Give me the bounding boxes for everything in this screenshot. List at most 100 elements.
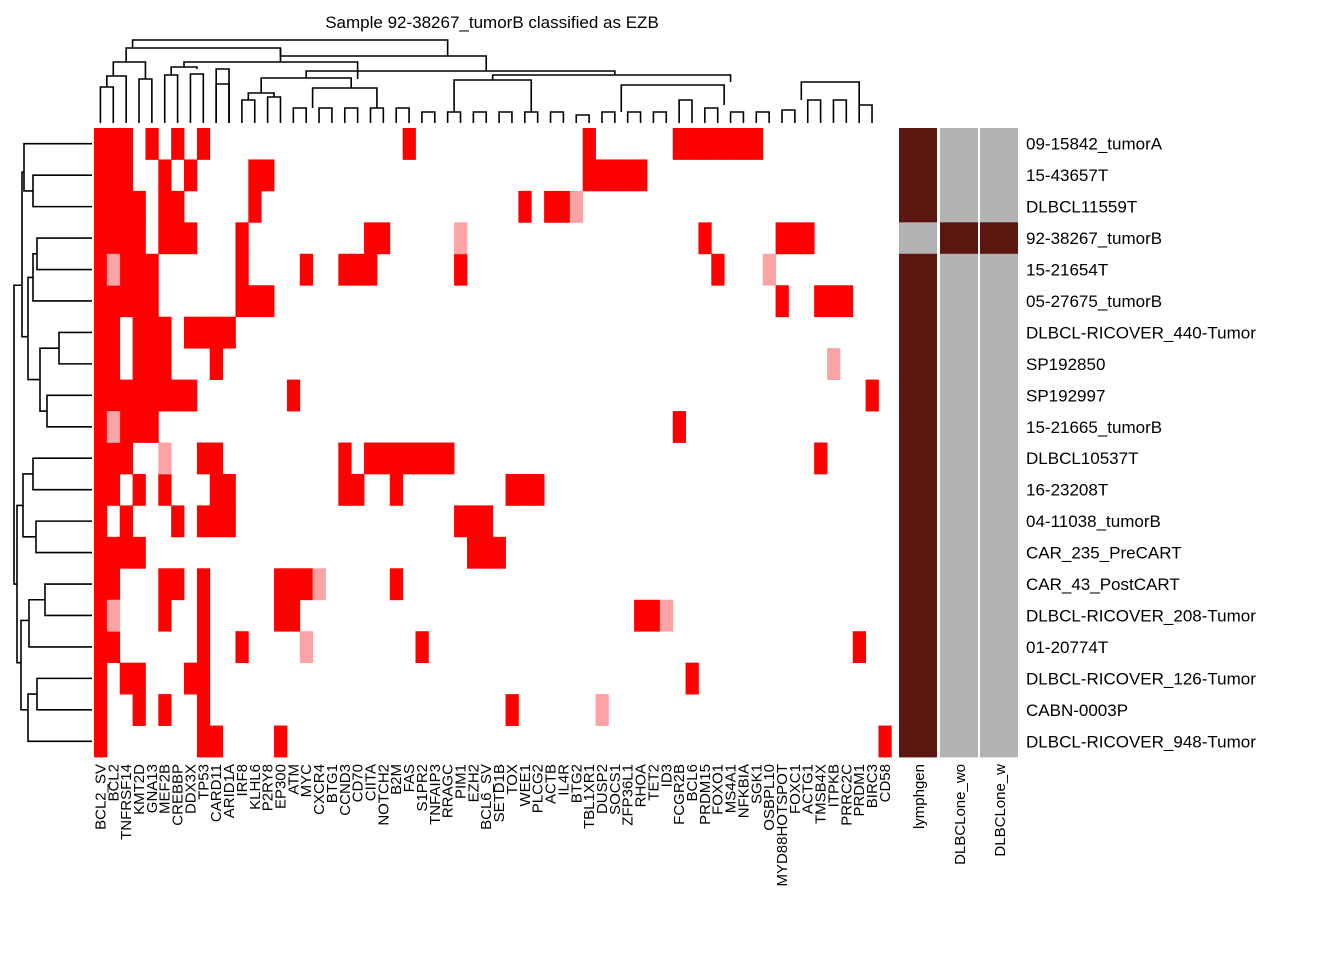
heatmap-cell (94, 190, 108, 223)
heatmap-cell (94, 568, 108, 601)
heatmap-cell (364, 442, 378, 475)
dendrogram-link (343, 107, 359, 123)
annotation-cell (980, 285, 1018, 318)
heatmap-cell (299, 253, 314, 286)
heatmap-cell (171, 379, 185, 412)
heatmap-cell (171, 190, 185, 223)
heatmap-cell (94, 348, 108, 380)
heatmap-cell-partial (659, 599, 674, 632)
heatmap-cell (248, 159, 262, 192)
column-label: MYC (298, 764, 315, 798)
dendrogram-link (601, 111, 616, 123)
heatmap-cell (94, 128, 108, 160)
annotation-cell (940, 442, 978, 475)
column-label: CD58 (877, 764, 894, 802)
annotation-cell (899, 473, 937, 506)
dendrogram-link (44, 583, 92, 617)
dendrogram-link (421, 111, 436, 123)
heatmap-cell (196, 662, 211, 695)
column-label: MYD88HOTSPOT (774, 764, 791, 887)
column-label: EP300 (272, 764, 289, 809)
annotation-cell (940, 411, 978, 443)
column-label: TBL1XR1 (581, 764, 598, 829)
dendrogram-link (36, 237, 92, 271)
dendrogram-link (755, 111, 770, 123)
column-dendrogram (99, 39, 873, 123)
heatmap-cell (132, 253, 146, 286)
heatmap-cell (196, 128, 211, 160)
heatmap-cell (94, 694, 108, 726)
heatmap-cell (145, 379, 159, 412)
annotation-cell (980, 473, 1018, 506)
dendrogram-link (832, 99, 848, 123)
column-label: BIRC3 (864, 764, 881, 808)
dendrogram-link (58, 331, 92, 365)
row-label: 01-20774T (1026, 638, 1108, 657)
annotation-cell (899, 505, 937, 538)
dendrogram-link (215, 68, 230, 123)
heatmap-cell (248, 190, 262, 223)
annotation-cell (899, 442, 937, 475)
column-label: ZFP36L1 (620, 764, 637, 826)
heatmap-cell (724, 128, 738, 160)
heatmap-cell (184, 379, 198, 412)
heatmap-cell (209, 505, 223, 538)
column-label: TET2 (645, 764, 662, 801)
annotation-cell (980, 316, 1018, 349)
heatmap-cell (222, 505, 236, 538)
heatmap-cell (261, 159, 275, 192)
dendrogram-link (369, 107, 385, 123)
heatmap-cell (106, 442, 121, 475)
heatmap-cell (737, 128, 751, 160)
heatmap-cell (209, 348, 223, 380)
column-label: SOCS1 (607, 764, 624, 815)
heatmap-cell (106, 159, 121, 192)
dendrogram-link (549, 111, 565, 123)
row-label: 15-21665_tumorB (1026, 418, 1162, 437)
dendrogram-link (215, 83, 230, 123)
dendrogram-link (32, 174, 92, 208)
heatmap-cell (466, 536, 481, 569)
heatmap-cell (184, 222, 198, 255)
annotation-cell (940, 725, 978, 758)
annotation-cell (899, 631, 937, 664)
dendrogram-link (106, 75, 127, 123)
dendrogram-link (163, 74, 179, 123)
annotation-cell (980, 411, 1018, 443)
heatmap-cell (196, 631, 211, 664)
heatmap-cell (595, 159, 609, 192)
heatmap-cells (94, 128, 892, 758)
heatmap-cell (119, 285, 133, 318)
heatmap-cell-partial (454, 222, 468, 255)
heatmap-cell (106, 128, 121, 160)
heatmap-cell (119, 159, 133, 192)
row-label: 16-23208T (1026, 481, 1108, 500)
dendrogram-link (32, 457, 92, 491)
heatmap-cell (94, 725, 108, 758)
heatmap-cell (814, 442, 828, 475)
column-label: FOXO1 (710, 764, 727, 815)
heatmap-cell (171, 128, 185, 160)
heatmap-cell (158, 222, 172, 255)
annotation-labels: lymphgen DLBCLone_wo DLBCLone_w (911, 764, 1009, 865)
heatmap-cell (158, 694, 172, 726)
column-label: CXCR4 (311, 764, 328, 815)
heatmap-cell (132, 473, 146, 506)
column-label: PRDM15 (697, 764, 714, 825)
heatmap-cell (518, 190, 532, 223)
dendrogram-link (704, 107, 719, 123)
heatmap-cell (171, 505, 185, 538)
column-label: MEF2B (157, 764, 174, 814)
heatmap-cell (158, 348, 172, 380)
heatmap-cell (685, 128, 699, 160)
column-labels: BCL2_SVBCL2TNFRSF14KMT2DGNA13MEF2BCREBBP… (92, 764, 893, 887)
row-label: DLBCL-RICOVER_440-Tumor (1026, 323, 1256, 342)
heatmap-cell (132, 662, 146, 695)
heatmap-cell (106, 348, 121, 380)
heatmap-cell (94, 379, 108, 412)
column-label: NFKBIA (735, 764, 752, 818)
annotation-cell (940, 285, 978, 318)
dendrogram-link (491, 74, 732, 82)
heatmap-cell (132, 222, 146, 255)
